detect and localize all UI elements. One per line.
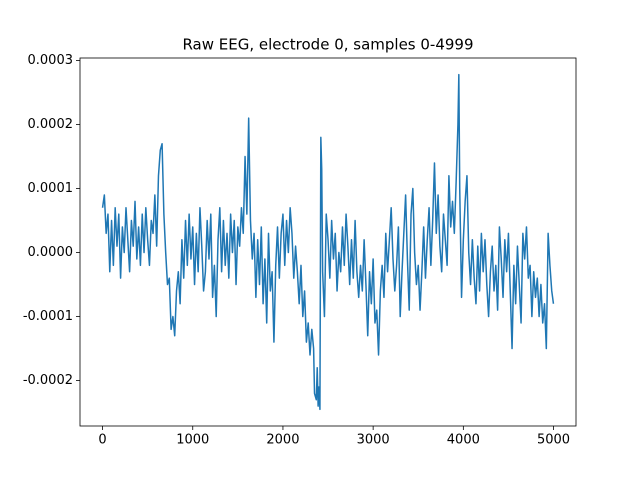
chart-title: Raw EEG, electrode 0, samples 0-4999	[182, 36, 473, 54]
y-tick-label: 0.0000	[28, 245, 74, 260]
x-tick-label: 2000	[266, 433, 299, 448]
y-tick-label: -0.0001	[23, 309, 73, 324]
y-tick-label: 0.0001	[28, 181, 74, 196]
x-tick-label: 5000	[537, 433, 570, 448]
y-tick-label: 0.0003	[28, 53, 74, 68]
y-tick-label: -0.0002	[23, 373, 73, 388]
x-tick-label: 4000	[447, 433, 480, 448]
y-tick-label: 0.0002	[28, 117, 74, 132]
x-tick-label: 0	[98, 433, 106, 448]
x-tick-label: 3000	[357, 433, 390, 448]
data-line	[101, 73, 555, 411]
x-tick-label: 1000	[176, 433, 209, 448]
plot-frame	[79, 57, 577, 427]
